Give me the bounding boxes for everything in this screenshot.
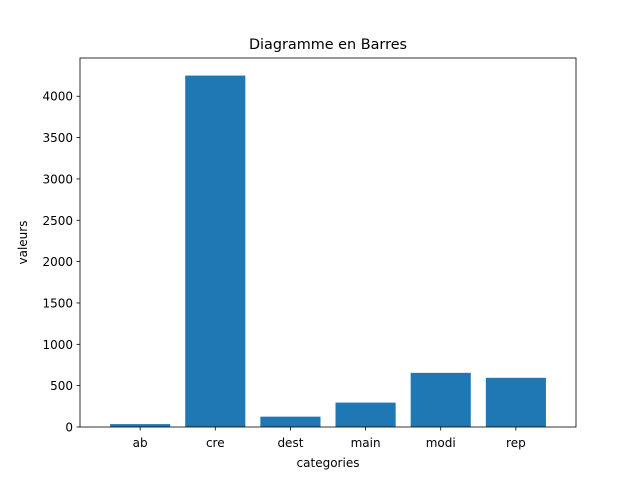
bar-ab <box>110 424 171 427</box>
y-tick-label: 2000 <box>42 255 73 269</box>
x-tick-label: main <box>351 436 381 450</box>
y-tick-label: 500 <box>50 379 73 393</box>
y-tick-label: 4000 <box>42 90 73 104</box>
x-axis-ticks: ab cre dest main modi rep <box>133 427 526 450</box>
bar-cre <box>185 75 246 428</box>
y-tick-label: 3000 <box>42 172 73 186</box>
plot-frame <box>79 57 577 428</box>
bar-main <box>335 402 396 427</box>
bars-group <box>110 75 546 428</box>
y-axis-label: valeurs <box>16 221 30 265</box>
x-tick-label: cre <box>206 436 225 450</box>
x-tick-label: ab <box>133 436 148 450</box>
y-tick-label: 3500 <box>42 131 73 145</box>
bar-dest <box>260 416 321 427</box>
bar-modi <box>410 372 471 427</box>
x-axis-label: categories <box>297 456 360 470</box>
bar-rep <box>485 377 546 427</box>
y-tick-label: 1500 <box>42 296 73 310</box>
x-tick-label: dest <box>277 436 303 450</box>
y-tick-label: 2500 <box>42 214 73 228</box>
y-tick-label: 1000 <box>42 338 73 352</box>
x-tick-label: modi <box>426 436 456 450</box>
chart-title: Diagramme en Barres <box>249 37 407 53</box>
x-tick-label: rep <box>506 436 526 450</box>
y-axis-ticks: 0 500 1000 1500 2000 2500 3000 3500 4000 <box>42 90 80 435</box>
y-tick-label: 0 <box>65 421 73 435</box>
